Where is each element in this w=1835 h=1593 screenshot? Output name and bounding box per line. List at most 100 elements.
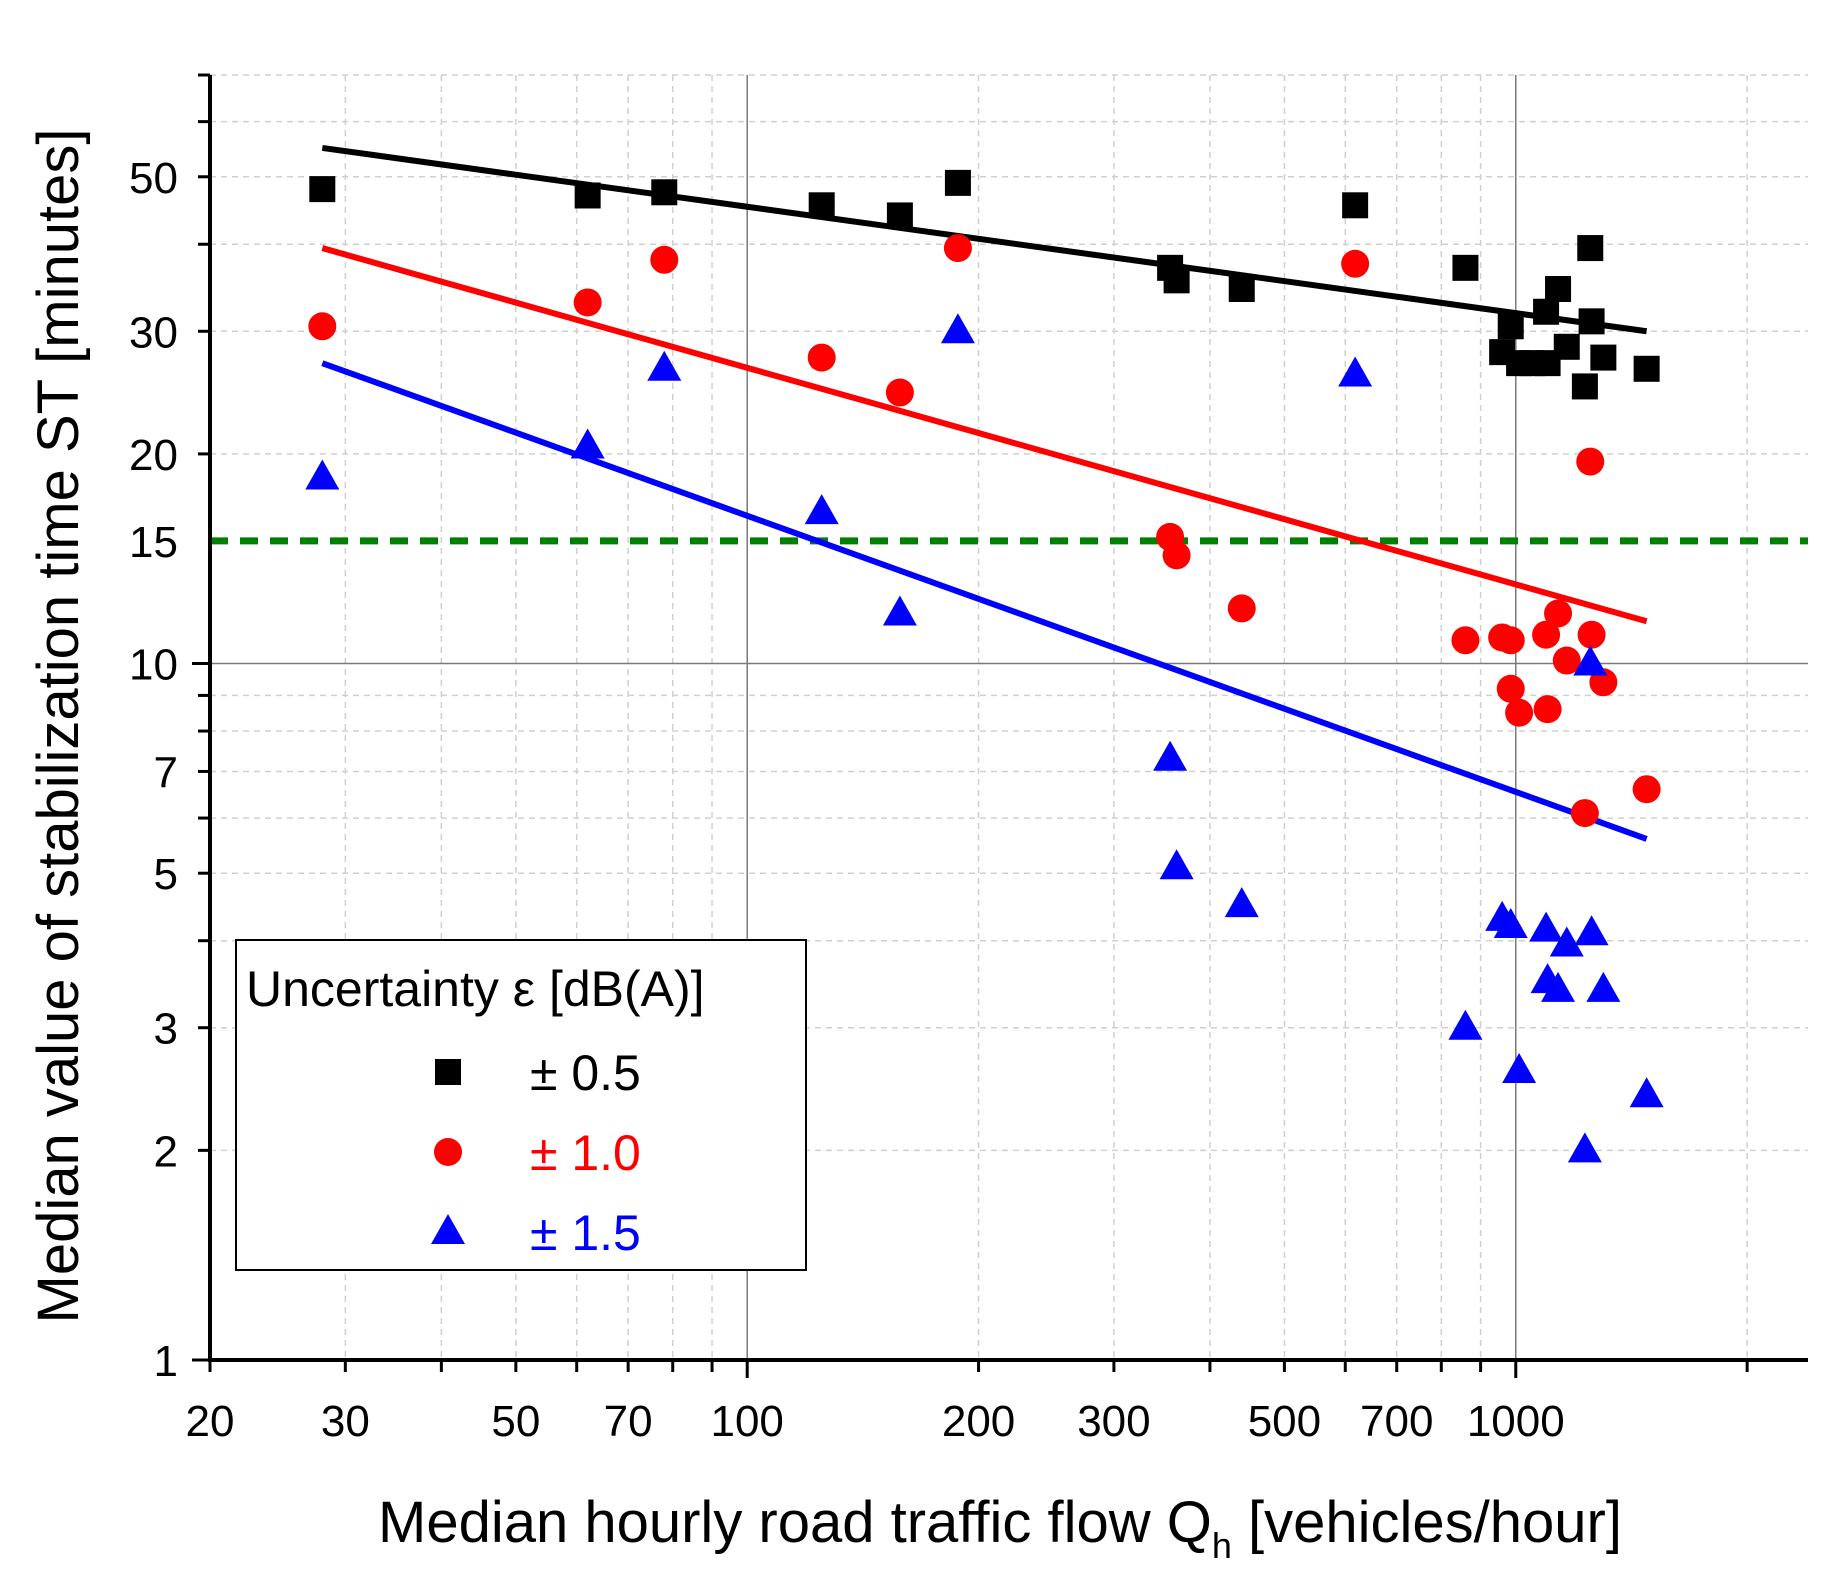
legend-items: ± 0.5 ± 1.0 ± 1.5 — [431, 1045, 641, 1261]
data-point-series-2 — [1570, 799, 1599, 828]
data-point-series-1 — [944, 169, 971, 196]
data-point-series-3 — [1574, 915, 1609, 946]
grid — [209, 74, 1808, 1360]
data-point-series-3 — [1573, 645, 1608, 676]
trend-line-3 — [321, 360, 1648, 842]
data-point-series-3 — [1549, 926, 1584, 957]
x-tick-label: 700 — [1360, 1397, 1433, 1446]
x-tick-label: 100 — [710, 1397, 783, 1446]
data-point-series-2 — [1532, 620, 1561, 649]
legend-marker-3 — [431, 1214, 465, 1244]
y-tick-label: 1 — [154, 1337, 178, 1386]
y-tick-label: 2 — [154, 1127, 178, 1176]
data-point-series-3 — [1567, 1132, 1602, 1163]
data-point-series-1 — [1163, 267, 1190, 294]
x-tick-label: 50 — [491, 1397, 540, 1446]
data-point-series-2 — [1577, 620, 1606, 649]
data-point-series-1 — [1497, 313, 1524, 340]
trend-line-1 — [321, 144, 1648, 335]
y-tick-label: 30 — [129, 308, 178, 357]
data-point-series-3 — [647, 350, 682, 381]
legend: Uncertainty ε [dB(A)] ± 0.5 ± 1.0 ± 1.5 — [235, 939, 807, 1271]
data-point-series-2 — [1451, 626, 1480, 655]
x-tick-labels: 20 30 50 70 100 200 300 500 700 1000 — [186, 1397, 1565, 1446]
data-point-series-1 — [1577, 235, 1604, 262]
x-tick-label: 500 — [1248, 1397, 1321, 1446]
legend-label-2: ± 1.0 — [530, 1125, 641, 1181]
data-point-series-3 — [1224, 887, 1259, 918]
data-point-series-2 — [1162, 541, 1191, 570]
data-point-series-3 — [1529, 911, 1564, 942]
data-point-series-1 — [1553, 333, 1580, 360]
data-point-series-3 — [1159, 849, 1194, 880]
data-point-series-3 — [1153, 740, 1188, 771]
y-axis-title: Median value of stabilization time ST [m… — [26, 129, 91, 1324]
data-point-series-2 — [807, 343, 836, 372]
data-point-series-2 — [308, 312, 337, 341]
data-point-series-2 — [650, 245, 679, 274]
legend-title: Uncertainty ε [dB(A)] — [246, 961, 705, 1017]
data-point-series-2 — [943, 234, 972, 263]
legend-marker-1 — [435, 1059, 461, 1085]
data-point-series-3 — [1338, 356, 1373, 387]
y-tick-label: 20 — [129, 431, 178, 480]
data-point-series-1 — [1590, 344, 1617, 371]
data-point-series-1 — [309, 176, 336, 203]
data-point-series-1 — [1633, 355, 1660, 382]
x-axis-title-main: Median hourly road traffic flow Q — [378, 1490, 1212, 1555]
data-point-series-2 — [573, 288, 602, 317]
x-tick-label: 200 — [942, 1397, 1015, 1446]
data-point-series-2 — [1505, 698, 1534, 727]
data-point-series-2 — [1533, 695, 1562, 724]
x-tick-label: 300 — [1077, 1397, 1150, 1446]
data-point-series-1 — [651, 179, 678, 206]
data-points — [305, 169, 1664, 1163]
data-point-series-3 — [1448, 1009, 1483, 1040]
data-point-series-2 — [885, 378, 914, 407]
data-point-series-1 — [808, 192, 835, 219]
data-point-series-3 — [570, 428, 605, 459]
data-point-series-2 — [1496, 674, 1525, 703]
data-point-series-1 — [1452, 254, 1479, 281]
threshold-label: 15 — [129, 518, 178, 567]
data-point-series-1 — [1578, 308, 1605, 335]
legend-label-3: ± 1.5 — [530, 1205, 641, 1261]
x-axis-title-suffix: [vehicles/hour] — [1232, 1490, 1622, 1555]
data-point-series-3 — [1541, 971, 1576, 1002]
data-point-series-3 — [1586, 971, 1621, 1002]
data-point-series-1 — [886, 202, 913, 229]
data-point-series-2 — [1544, 599, 1573, 628]
trend-line-2 — [321, 245, 1648, 625]
data-point-series-1 — [1571, 373, 1598, 400]
y-tick-label: 7 — [154, 748, 178, 797]
x-tick-label: 20 — [186, 1397, 235, 1446]
data-point-series-3 — [804, 494, 839, 525]
x-tick-label: 70 — [604, 1397, 653, 1446]
data-point-series-2 — [1552, 646, 1581, 675]
data-point-series-1 — [1545, 276, 1572, 303]
axes — [192, 73, 1808, 1378]
data-point-series-1 — [1342, 192, 1369, 219]
data-point-series-1 — [1228, 276, 1255, 303]
data-point-series-2 — [1632, 775, 1661, 804]
data-point-series-3 — [940, 313, 975, 344]
y-tick-label: 3 — [154, 1005, 178, 1054]
y-tick-label: 10 — [129, 641, 178, 690]
x-axis-title-subscript: h — [1212, 1525, 1232, 1566]
data-point-series-2 — [1576, 447, 1605, 476]
x-tick-label: 1000 — [1467, 1397, 1565, 1446]
data-point-series-3 — [1493, 907, 1528, 938]
y-tick-label: 50 — [129, 154, 178, 203]
data-point-series-1 — [1533, 298, 1560, 325]
data-point-series-2 — [1496, 626, 1525, 655]
trend-lines — [321, 144, 1648, 842]
legend-label-1: ± 0.5 — [530, 1045, 641, 1101]
x-axis-title: Median hourly road traffic flow Qh [vehi… — [378, 1490, 1622, 1566]
data-point-series-1 — [574, 182, 601, 209]
data-point-series-2 — [1227, 594, 1256, 623]
data-point-series-3 — [305, 459, 340, 490]
legend-box — [235, 939, 807, 1271]
y-tick-labels: 1 2 3 5 7 10 20 30 50 15 — [129, 154, 178, 1386]
x-tick-label: 30 — [321, 1397, 370, 1446]
